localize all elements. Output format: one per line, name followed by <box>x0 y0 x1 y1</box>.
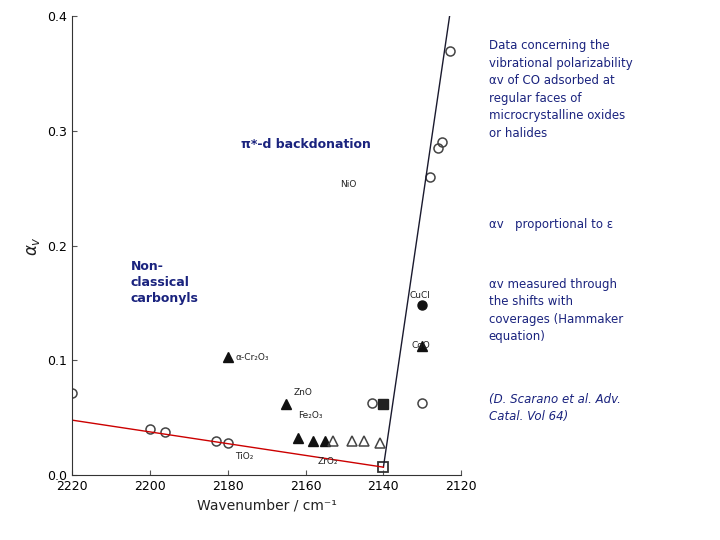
Text: NiO: NiO <box>340 180 356 190</box>
Text: Non-
classical
carbonyls: Non- classical carbonyls <box>130 260 198 305</box>
Text: π*-d backdonation: π*-d backdonation <box>240 138 371 151</box>
Text: α-Cr₂O₃: α-Cr₂O₃ <box>235 353 269 361</box>
Text: αv   proportional to ε: αv proportional to ε <box>489 218 613 231</box>
Y-axis label: $\alpha_v$: $\alpha_v$ <box>24 236 42 255</box>
Text: CoO: CoO <box>411 341 430 350</box>
X-axis label: Wavenumber / cm⁻¹: Wavenumber / cm⁻¹ <box>197 498 336 512</box>
Text: ZrO₂: ZrO₂ <box>318 457 338 466</box>
Text: Data concerning the
vibrational polarizability
αv of CO adsorbed at
regular face: Data concerning the vibrational polariza… <box>489 39 632 140</box>
Text: TiO₂: TiO₂ <box>235 453 254 461</box>
Text: (D. Scarano et al. Adv.
Catal. Vol 64): (D. Scarano et al. Adv. Catal. Vol 64) <box>489 393 621 423</box>
Text: Fe₂O₃: Fe₂O₃ <box>298 411 323 420</box>
Text: αv measured through
the shifts with
coverages (Hammaker
equation): αv measured through the shifts with cove… <box>489 278 623 343</box>
Text: CuCl: CuCl <box>409 291 430 300</box>
Text: ZnO: ZnO <box>294 388 312 397</box>
